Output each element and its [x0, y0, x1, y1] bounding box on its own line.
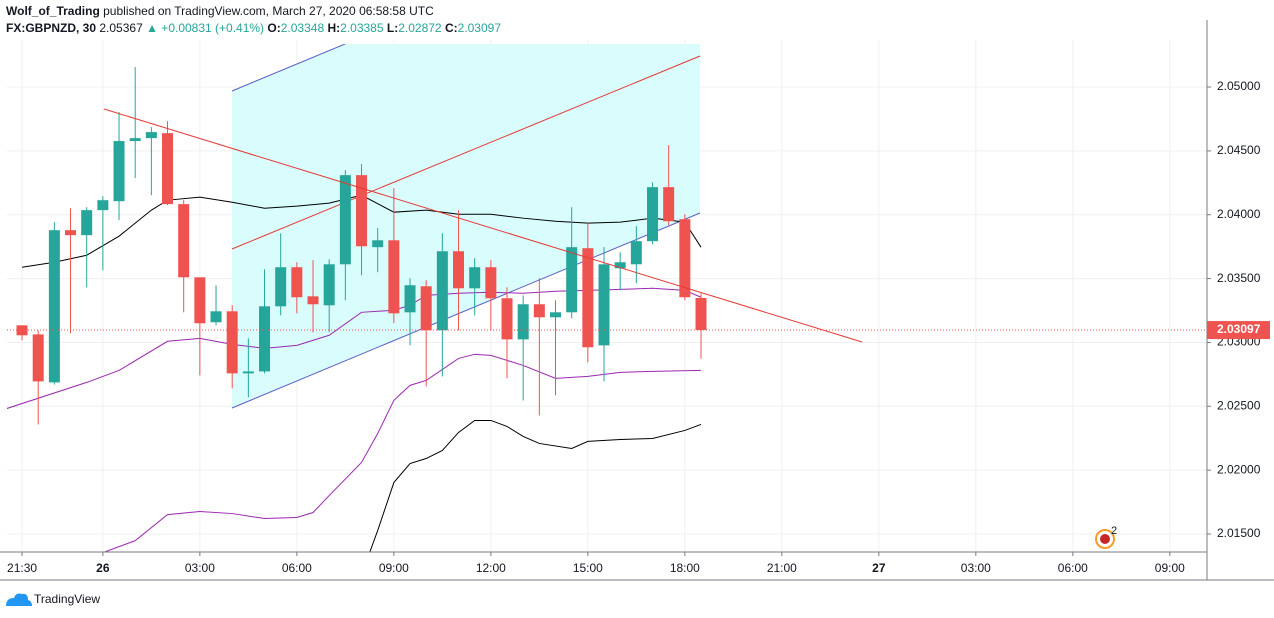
- series: [7, 66, 707, 552]
- candle-body: [65, 230, 77, 236]
- logo-icon: [6, 593, 32, 606]
- trend-line: [103, 108, 863, 343]
- x-tick-label: 26: [96, 561, 110, 575]
- y-tick-label: 2.03500: [1217, 271, 1261, 285]
- l-label: L:: [387, 21, 398, 35]
- channel-lower: [231, 212, 701, 409]
- candle-body: [679, 219, 691, 298]
- x-tick-label: 18:00: [670, 561, 700, 575]
- x-tick-label: 09:00: [379, 561, 409, 575]
- x-tick-label: 09:00: [1155, 561, 1185, 575]
- candle-body: [129, 138, 141, 142]
- h-value: 2.03385: [340, 21, 384, 35]
- indicator-line: [369, 419, 702, 552]
- last-price-label: 2.03097: [1217, 322, 1261, 336]
- candle-body: [469, 267, 481, 289]
- candle-body: [663, 187, 675, 222]
- price: 2.05367: [99, 21, 143, 35]
- change: ▲ +0.00831 (+0.41%): [146, 21, 264, 35]
- drawings: [231, 44, 701, 409]
- published: published on TradingView.com, March 27, …: [103, 4, 434, 18]
- candle-body: [420, 286, 432, 331]
- logo-text: TradingView: [34, 592, 100, 606]
- candle-body: [307, 296, 319, 305]
- symbol: FX:GBPNZD, 30: [6, 21, 96, 35]
- candle-body: [550, 312, 562, 318]
- candle-body: [145, 132, 157, 139]
- candle-body: [113, 141, 125, 202]
- badge-count: 2: [1111, 525, 1117, 537]
- candle-body: [226, 311, 238, 374]
- y-tick-label: 2.04000: [1217, 207, 1261, 221]
- candle-body: [323, 264, 335, 306]
- candle-body: [356, 175, 368, 247]
- channel-upper: [231, 44, 346, 92]
- footer-logo[interactable]: TradingView: [6, 592, 100, 606]
- candle-body: [436, 251, 448, 331]
- candle-body: [453, 251, 465, 289]
- candle-body: [695, 298, 707, 331]
- candle-body: [210, 311, 222, 323]
- candle-body: [630, 241, 642, 265]
- x-tick-label: 21:00: [767, 561, 797, 575]
- c-label: C:: [445, 21, 458, 35]
- candle-body: [242, 371, 254, 374]
- c-value: 2.03097: [458, 21, 502, 35]
- candle-body: [372, 240, 384, 248]
- candle-body: [501, 298, 513, 340]
- o-label: O:: [267, 21, 280, 35]
- badge-flag: [1100, 534, 1110, 544]
- candle-body: [178, 204, 190, 278]
- candle-body: [97, 200, 109, 211]
- axes: 2.015002.020002.025002.030002.035002.040…: [7, 79, 1270, 575]
- trendline-layer: [103, 108, 863, 343]
- x-tick-label: 27: [872, 561, 886, 575]
- x-tick-label: 06:00: [1058, 561, 1088, 575]
- candle-body: [485, 267, 497, 299]
- candle-body: [404, 285, 416, 313]
- y-tick-label: 2.02000: [1217, 462, 1261, 476]
- candle-body: [388, 240, 400, 314]
- candle-body: [582, 248, 594, 348]
- candle-body: [647, 187, 659, 242]
- x-tick-label: 12:00: [476, 561, 506, 575]
- candle-body: [339, 175, 351, 265]
- l-value: 2.02872: [398, 21, 442, 35]
- header-line-2: FX:GBPNZD, 30 2.05367 ▲ +0.00831 (+0.41%…: [6, 21, 501, 35]
- candle-body: [291, 267, 303, 298]
- indicator-line: [103, 353, 702, 552]
- y-tick-label: 2.04500: [1217, 143, 1261, 157]
- candle-body: [194, 277, 206, 324]
- candle-body: [162, 133, 174, 205]
- x-tick-label: 03:00: [185, 561, 215, 575]
- candle-body: [32, 334, 44, 382]
- y-tick-label: 2.05000: [1217, 79, 1261, 93]
- candle-body: [275, 267, 287, 307]
- candle-body: [566, 247, 578, 313]
- candle-body: [48, 230, 60, 383]
- candle-body: [614, 262, 626, 269]
- o-value: 2.03348: [281, 21, 325, 35]
- candle-body: [598, 264, 610, 346]
- candle-body: [259, 306, 271, 372]
- x-tick-label: 21:30: [7, 561, 37, 575]
- y-tick-label: 2.01500: [1217, 526, 1261, 540]
- x-tick-label: 03:00: [961, 561, 991, 575]
- candle-body: [517, 304, 529, 340]
- badge: 2: [1095, 525, 1117, 549]
- x-tick-label: 15:00: [573, 561, 603, 575]
- last-price-box: [1207, 321, 1270, 340]
- h-label: H:: [327, 21, 340, 35]
- candle-body: [81, 210, 93, 236]
- channel-fill: [232, 44, 700, 408]
- author: Wolf_of_Trading: [6, 4, 100, 18]
- y-tick-label: 2.02500: [1217, 398, 1261, 412]
- candle-body: [533, 304, 545, 318]
- x-tick-label: 06:00: [282, 561, 312, 575]
- channel-mid: [231, 55, 701, 250]
- header-line-1: Wolf_of_Trading published on TradingView…: [6, 4, 434, 18]
